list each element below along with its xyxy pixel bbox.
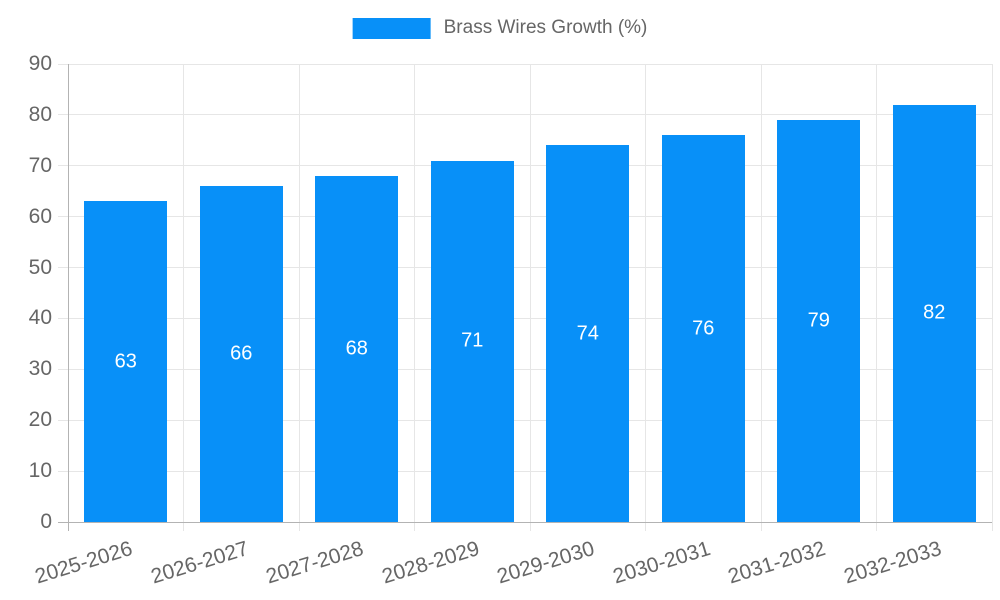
bar: 63: [84, 201, 168, 522]
x-gridline: [298, 64, 300, 522]
bar-value-label: 71: [461, 329, 484, 352]
y-tick-mark: [58, 470, 68, 472]
bar: 71: [430, 160, 514, 522]
y-tick-mark: [58, 419, 68, 421]
x-axis-line: [58, 521, 992, 523]
x-gridline: [183, 64, 184, 522]
legend-item[interactable]: Brass Wires Growth (%): [352, 17, 648, 39]
bar: 82: [892, 104, 976, 522]
bar: 66: [199, 186, 283, 522]
y-tick-label: 0: [40, 510, 52, 533]
x-tick-mark: [991, 522, 993, 531]
x-tick-label: 2025-2026: [32, 537, 136, 589]
x-tick-mark: [183, 522, 184, 531]
y-axis-line: [67, 64, 69, 531]
x-gridline: [529, 64, 531, 522]
y-tick-mark: [58, 368, 68, 370]
x-tick-mark: [645, 522, 646, 531]
plot-area: 63 66 68 71 74 76 79 82: [68, 63, 993, 522]
y-tick-label: 60: [28, 204, 52, 228]
x-gridline: [760, 64, 762, 522]
x-tick-label: 2028-2029: [379, 537, 482, 589]
legend-label: Brass Wires Growth (%): [443, 17, 648, 38]
x-gridline: [645, 64, 646, 522]
y-tick-label: 90: [28, 52, 52, 75]
bar-value-label: 76: [692, 317, 715, 340]
y-tick-mark: [58, 165, 68, 167]
x-gridline: [991, 64, 993, 522]
bar: 76: [661, 135, 745, 522]
y-tick-mark: [58, 63, 68, 65]
legend-swatch: [352, 17, 431, 39]
y-tick-mark: [58, 216, 68, 218]
x-gridline: [414, 64, 415, 522]
bar-value-label: 68: [345, 337, 368, 360]
y-tick-mark: [58, 267, 68, 269]
y-tick-mark: [58, 114, 68, 116]
x-tick-mark: [876, 522, 877, 531]
x-tick-label: 2029-2030: [494, 537, 598, 589]
y-tick-mark: [58, 317, 68, 319]
y-tick-label: 30: [28, 357, 52, 381]
y-tick-label: 70: [28, 153, 52, 177]
bar: 74: [546, 145, 630, 522]
x-gridline: [876, 64, 877, 522]
x-tick-mark: [414, 522, 415, 531]
x-tick-label: 2031-2032: [725, 537, 829, 589]
bar-value-label: 79: [807, 309, 830, 332]
bar: 68: [315, 175, 399, 522]
x-tick-mark: [298, 522, 300, 531]
x-tick-label: 2027-2028: [263, 537, 367, 589]
bar-value-label: 74: [576, 322, 599, 345]
y-tick-label: 10: [28, 459, 52, 483]
bar: 79: [777, 119, 861, 522]
y-tick-label: 20: [28, 408, 52, 432]
bar-value-label: 82: [923, 301, 946, 324]
x-tick-label: 2032-2033: [841, 537, 944, 589]
x-tick-mark: [529, 522, 531, 531]
y-tick-label: 80: [28, 102, 52, 126]
x-tick-label: 2030-2031: [610, 537, 713, 589]
x-tick-label: 2026-2027: [148, 537, 251, 589]
bar-value-label: 66: [230, 342, 253, 365]
y-tick-label: 40: [28, 306, 52, 330]
x-tick-mark: [760, 522, 762, 531]
y-tick-label: 50: [28, 255, 52, 279]
bar-value-label: 63: [114, 350, 137, 373]
